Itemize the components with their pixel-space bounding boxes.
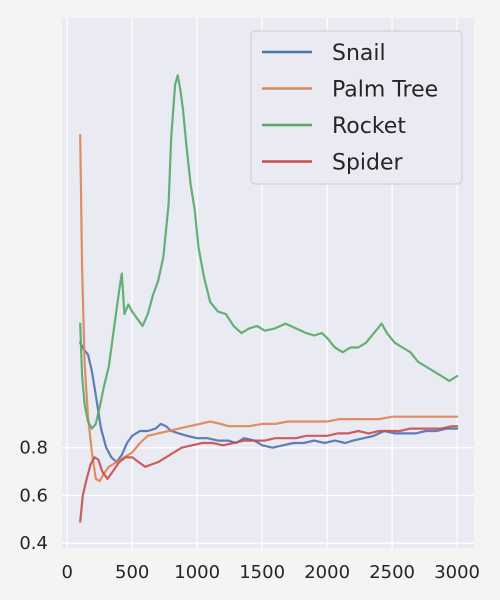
x-tick-label: 3000 (434, 562, 480, 583)
x-tick-label: 2500 (369, 562, 415, 583)
series-line-rocket (79, 74, 459, 430)
y-axis-ticks: 0.4 0.6 0.8 (19, 438, 48, 554)
y-tick-label: 0.8 (19, 438, 48, 459)
x-tick-label: 0 (61, 562, 72, 583)
legend-label-snail: Snail (332, 41, 386, 66)
x-tick-label: 500 (115, 562, 149, 583)
x-tick-label: 2000 (304, 562, 350, 583)
series-line-spider (79, 425, 459, 523)
legend-label-palm-tree: Palm Tree (332, 78, 438, 103)
legend: Snail Palm Tree Rocket Spider (250, 30, 463, 185)
x-axis-ticks: 0 500 1000 1500 2000 2500 3000 (61, 562, 480, 583)
legend-box (250, 30, 463, 185)
legend-label-spider: Spider (332, 151, 404, 176)
series-line-snail (79, 341, 459, 464)
series-lines (79, 74, 459, 523)
series-line-palm-tree (79, 133, 459, 483)
x-tick-label: 1500 (239, 562, 285, 583)
x-tick-label: 1000 (174, 562, 220, 583)
legend-label-rocket: Rocket (332, 114, 406, 139)
y-tick-label: 0.6 (19, 485, 48, 506)
y-tick-label: 0.4 (19, 533, 48, 554)
